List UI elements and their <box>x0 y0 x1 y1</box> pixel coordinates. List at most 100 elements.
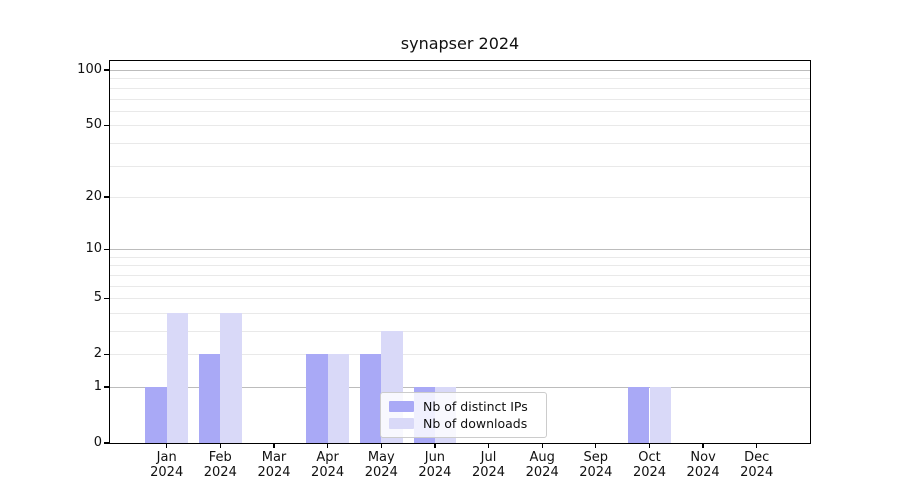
x-tick-label: Dec 2024 <box>725 450 789 480</box>
x-tick-mark <box>541 443 543 448</box>
x-tick-mark <box>273 443 275 448</box>
x-tick-year: 2024 <box>150 465 184 480</box>
x-tick-month: Nov <box>690 450 716 465</box>
x-tick-mark <box>648 443 651 448</box>
x-tick-label: Nov 2024 <box>671 450 735 480</box>
x-tick-mark <box>487 443 490 448</box>
gridline-minor <box>110 256 810 258</box>
x-tick-mark <box>326 443 329 448</box>
bar-distinct-ips <box>145 387 167 443</box>
y-tick-label: 2 <box>93 346 102 362</box>
gridline-minor <box>110 312 810 314</box>
x-tick-month: Mar <box>261 450 287 465</box>
x-tick-label: May 2024 <box>349 450 413 480</box>
chart-title: synapser 2024 <box>400 34 520 53</box>
x-tick-month: May <box>367 450 395 465</box>
legend-label-downloads: Nb of downloads <box>423 416 528 432</box>
gridline-minor <box>110 285 810 287</box>
gridline-minor <box>110 142 810 144</box>
gridline-minor <box>110 196 810 198</box>
x-tick-year: 2024 <box>579 465 613 480</box>
x-tick-year: 2024 <box>364 465 398 480</box>
x-tick-month: Jan <box>156 450 177 465</box>
y-tick-label: 50 <box>85 117 102 133</box>
y-tick-mark <box>104 297 109 299</box>
bar-downloads <box>327 354 349 443</box>
y-tick-label: 5 <box>93 290 102 306</box>
x-tick-month: Apr <box>316 450 339 465</box>
x-tick-year: 2024 <box>632 465 667 480</box>
bar-distinct-ips <box>628 387 650 443</box>
bar-downloads <box>649 387 671 443</box>
x-tick-month: Jun <box>424 450 446 465</box>
legend-swatch-downloads-icon <box>389 418 414 430</box>
y-tick-mark <box>104 442 109 444</box>
gridline-minor <box>110 110 810 112</box>
x-tick-month: Oct <box>638 450 661 465</box>
x-tick-month: Aug <box>529 450 555 465</box>
x-tick-mark <box>434 443 436 448</box>
x-tick-label: Aug 2024 <box>510 450 574 480</box>
y-tick-mark <box>104 69 109 71</box>
gridline-minor <box>110 298 810 300</box>
x-tick-mark <box>756 443 758 448</box>
x-tick-label: Oct 2024 <box>618 450 682 480</box>
bar-distinct-ips <box>198 354 221 443</box>
x-tick-year: 2024 <box>471 465 506 480</box>
x-tick-label: Sep 2024 <box>564 450 628 480</box>
x-tick-label: Jan 2024 <box>135 450 199 480</box>
gridline-minor <box>110 98 810 100</box>
y-tick-label: 0 <box>93 435 102 450</box>
x-tick-year: 2024 <box>203 465 237 480</box>
gridline-minor <box>110 265 810 267</box>
y-tick-mark <box>104 248 109 250</box>
x-tick-mark <box>595 443 597 448</box>
y-tick-label: 100 <box>77 62 102 77</box>
x-tick-label: Mar 2024 <box>242 450 306 480</box>
bar-distinct-ips <box>306 354 328 443</box>
x-tick-year: 2024 <box>257 465 291 480</box>
gridline-minor <box>110 331 810 332</box>
bar-downloads <box>166 312 189 443</box>
x-tick-year: 2024 <box>740 465 774 480</box>
bar-downloads <box>220 312 242 443</box>
x-tick-month: Sep <box>583 450 609 465</box>
x-tick-year: 2024 <box>418 465 452 480</box>
y-tick-mark <box>104 196 109 198</box>
gridline-minor <box>110 87 810 89</box>
x-tick-month: Feb <box>208 450 232 465</box>
x-tick-year: 2024 <box>686 465 720 480</box>
y-tick-mark <box>104 386 109 388</box>
x-tick-mark <box>702 443 704 448</box>
gridline-minor <box>110 274 810 276</box>
gridline-minor <box>110 354 810 356</box>
plot-area <box>109 60 811 444</box>
gridline-major <box>110 387 810 388</box>
x-tick-year: 2024 <box>311 465 345 480</box>
x-tick-month: Dec <box>744 450 770 465</box>
x-tick-label: Apr 2024 <box>296 450 360 480</box>
y-tick-label: 1 <box>93 379 102 394</box>
gridline-minor <box>110 78 810 80</box>
x-tick-mark <box>166 443 168 448</box>
y-tick-mark <box>104 353 109 355</box>
gridline-minor <box>110 165 810 167</box>
y-tick-mark <box>104 124 109 126</box>
legend-swatch-distinct-ips-icon <box>389 400 414 412</box>
x-tick-month: Jul <box>480 450 497 465</box>
x-tick-year: 2024 <box>525 465 559 480</box>
y-tick-label: 20 <box>85 188 102 204</box>
x-tick-mark <box>380 443 382 448</box>
x-tick-mark <box>219 443 221 448</box>
legend-label-distinct-ips: Nb of distinct IPs <box>423 398 528 414</box>
legend-row-downloads: Nb of downloads <box>389 416 538 431</box>
x-tick-label: Feb 2024 <box>188 450 252 480</box>
gridline-major <box>110 249 810 251</box>
y-tick-label: 10 <box>85 241 102 257</box>
bar-distinct-ips <box>359 354 382 443</box>
gridline-minor <box>110 125 810 127</box>
x-tick-label: Jun 2024 <box>403 450 467 480</box>
gridline-major <box>110 70 810 71</box>
legend: Nb of distinct IPs Nb of downloads <box>380 392 547 438</box>
